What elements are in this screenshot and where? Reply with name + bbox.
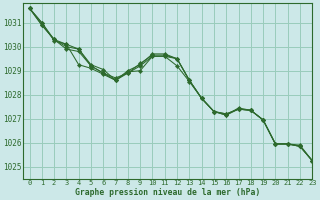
- X-axis label: Graphe pression niveau de la mer (hPa): Graphe pression niveau de la mer (hPa): [75, 188, 260, 197]
